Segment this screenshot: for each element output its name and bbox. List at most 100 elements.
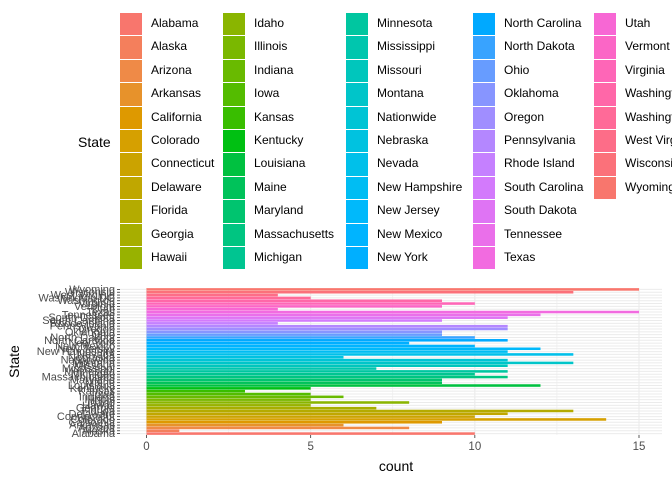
bar — [146, 398, 311, 401]
legend-label: Nationwide — [377, 109, 437, 124]
y-tick-label: Oklahoma — [65, 326, 116, 338]
bar — [146, 361, 574, 365]
legend-item: Iowa — [223, 83, 353, 106]
legend-swatch — [120, 246, 142, 270]
y-tick-label: Delaware — [69, 408, 115, 420]
bar — [146, 322, 278, 325]
legend-label: Mississippi — [377, 39, 436, 54]
y-tick-label: Illinois — [84, 394, 115, 406]
legend-swatch — [223, 83, 245, 106]
legend-swatch — [346, 176, 368, 200]
y-tick-label: Montana — [72, 357, 116, 369]
y-tick-label: Connecticut — [57, 411, 115, 423]
y-tick-label: Washington DC — [38, 292, 115, 304]
legend-swatch — [473, 223, 495, 246]
legend-swatch — [120, 59, 142, 83]
bar — [146, 293, 278, 297]
legend-label: Oklahoma — [504, 86, 559, 101]
bar — [146, 395, 344, 399]
x-tick-label: 10 — [468, 441, 481, 453]
bar — [146, 426, 410, 430]
bar — [146, 296, 311, 300]
legend-swatch — [346, 153, 368, 176]
legend-swatch — [120, 176, 142, 200]
legend-item: Alabama — [120, 13, 250, 36]
y-tick-label: Alaska — [82, 425, 116, 437]
legend-item: Alaska — [120, 36, 250, 59]
legend-item: Oregon — [473, 106, 603, 130]
legend-label: Michigan — [254, 249, 303, 264]
y-axis-title: State — [6, 345, 22, 378]
y-tick-label: Massachusetts — [42, 372, 116, 384]
legend-swatch — [120, 200, 142, 223]
y-tick-label: Georgia — [76, 403, 116, 415]
bar — [146, 313, 541, 317]
bar-chart: Alabama Alaska Arizona Arkansas California Co… — [0, 280, 672, 480]
legend-item: Utah — [594, 13, 672, 36]
legend-item: North Dakota — [473, 36, 603, 59]
bar — [146, 367, 377, 370]
y-tick-label: Michigan — [71, 369, 115, 381]
legend-item: New Mexico — [346, 223, 476, 247]
y-tick-label: Kansas — [78, 386, 115, 398]
legend-swatch — [594, 13, 616, 36]
legend-title: State — [78, 134, 111, 150]
legend-label: Minnesota — [377, 16, 433, 30]
bar — [146, 288, 639, 291]
bar — [146, 389, 245, 393]
legend-swatch — [473, 129, 495, 153]
legend-swatch — [223, 36, 245, 59]
legend-item: Delaware — [120, 176, 250, 200]
bar — [146, 355, 344, 359]
y-tick-label: Colorado — [70, 414, 115, 426]
legend-label: Louisiana — [254, 156, 306, 171]
legend-swatch — [473, 13, 495, 36]
legend-item: Ohio — [473, 59, 603, 83]
bar — [146, 290, 574, 294]
legend-label: Connecticut — [151, 156, 215, 171]
y-tick-label: Vermont — [74, 301, 115, 313]
legend-label: Maryland — [254, 203, 304, 218]
legend-item: Idaho — [223, 13, 353, 36]
legend-label: Oregon — [504, 109, 545, 124]
x-tick-label: 15 — [633, 441, 646, 453]
legend-label: Alaska — [151, 39, 188, 54]
bar — [146, 353, 574, 356]
bar — [146, 316, 508, 319]
y-tick-label: Nebraska — [68, 352, 116, 364]
bar — [146, 339, 508, 342]
legend-item: Mississippi — [346, 36, 476, 59]
y-tick-label: North Carolina — [44, 335, 116, 347]
legend-label: Rhode Island — [504, 156, 575, 171]
legend-item: Arkansas — [120, 83, 250, 106]
bar — [146, 375, 508, 379]
legend-item: Washington — [594, 83, 672, 106]
legend-swatch — [120, 223, 142, 246]
legend-label: Georgia — [151, 226, 194, 241]
y-tick-label: Idaho — [87, 397, 115, 409]
legend-swatch — [223, 129, 245, 153]
bar — [146, 327, 508, 331]
legend-label: Arizona — [151, 62, 192, 77]
legend-item: West Virginia — [594, 129, 672, 153]
y-tick-label: Texas — [86, 307, 115, 319]
legend-swatch — [223, 200, 245, 223]
legend-swatch — [346, 83, 368, 106]
legend-swatch — [473, 59, 495, 83]
legend-label: Nebraska — [377, 132, 429, 147]
legend-label: Kansas — [254, 109, 295, 124]
x-tick-label: 0 — [143, 441, 149, 453]
x-axis-title: count — [379, 458, 413, 474]
bar — [146, 341, 410, 345]
legend-item: California — [120, 106, 250, 130]
y-tick-label: West Virginia — [51, 290, 116, 302]
y-tick-label: Wyoming — [69, 284, 115, 296]
legend-item: Georgia — [120, 223, 250, 247]
bar — [146, 370, 508, 373]
legend-label: Florida — [151, 203, 188, 218]
y-tick-label: Minnesota — [64, 366, 116, 378]
legend-swatch — [120, 106, 142, 129]
y-tick-label: Iowa — [92, 389, 116, 401]
bar — [146, 344, 475, 348]
legend-swatch — [223, 223, 245, 246]
